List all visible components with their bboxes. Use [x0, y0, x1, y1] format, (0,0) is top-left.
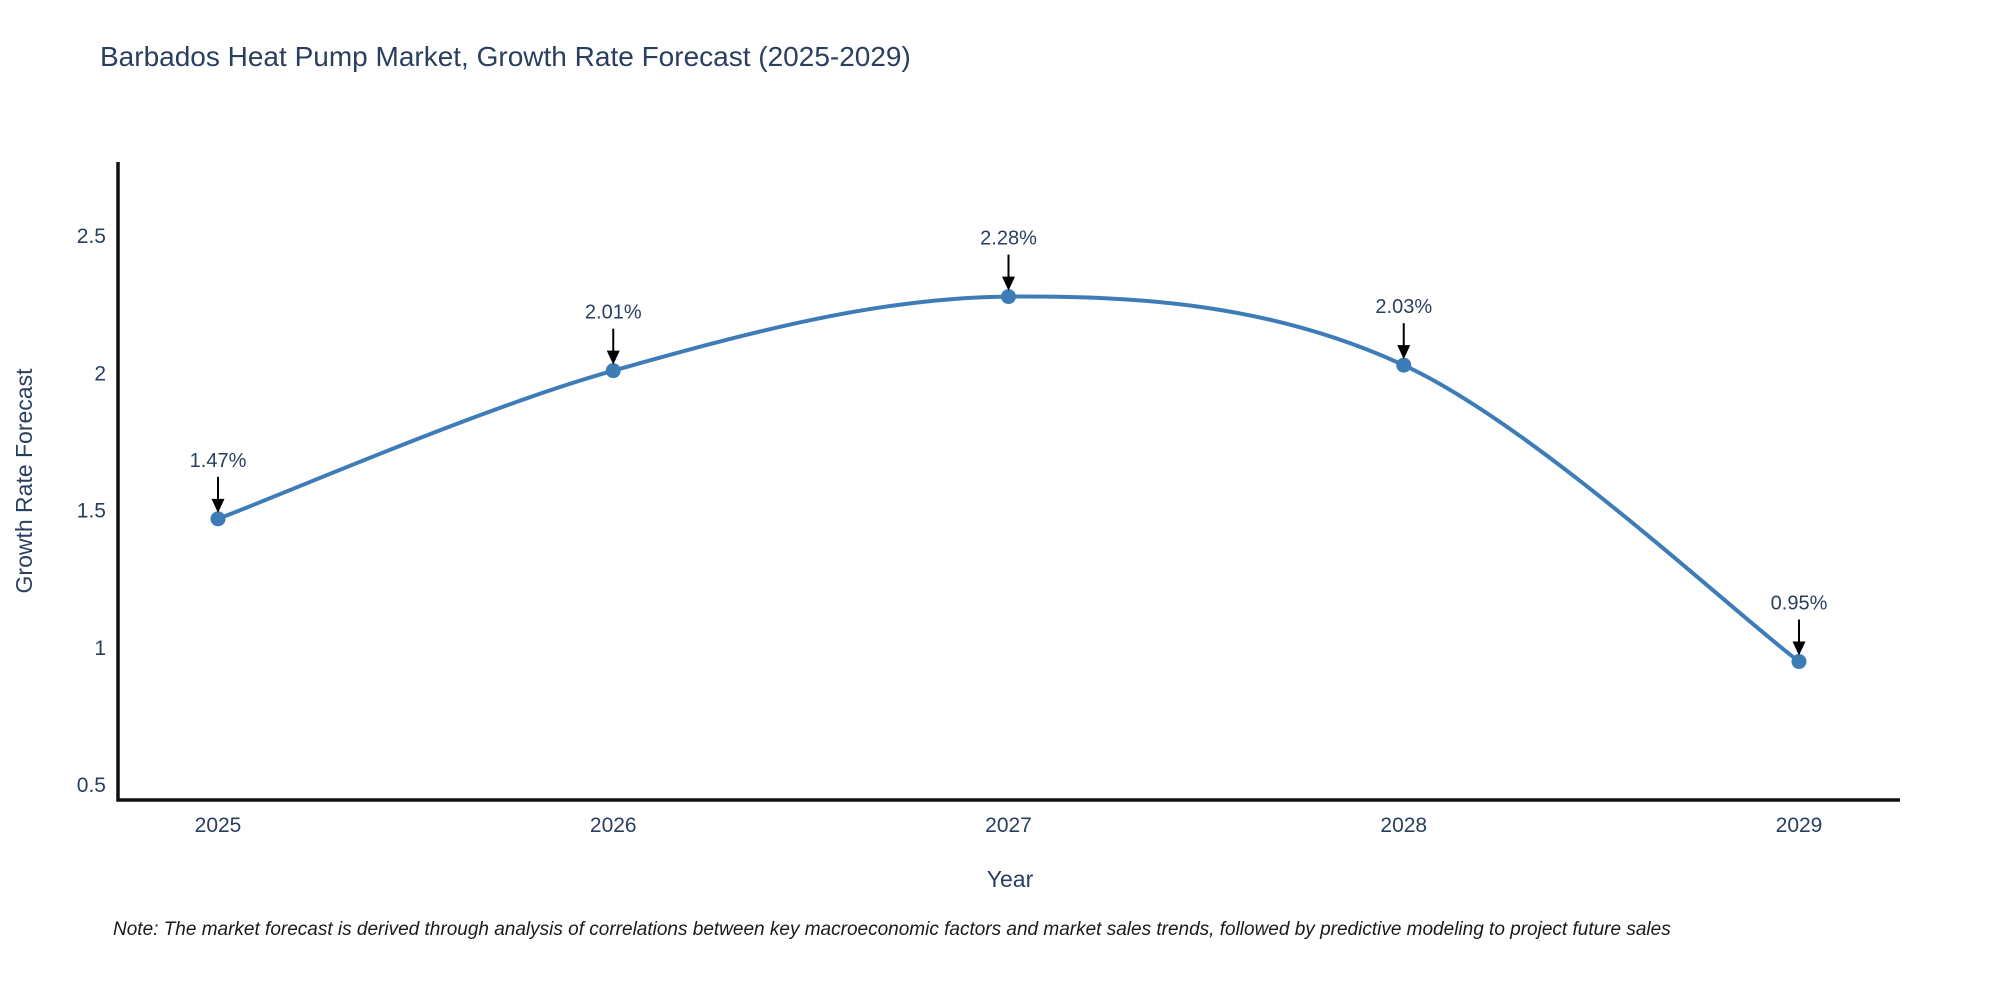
x-tick-label: 2026	[590, 814, 637, 837]
point-label: 1.47%	[190, 450, 247, 472]
x-tick-labels: 2025 2026 2027 2028 2029	[195, 814, 1823, 837]
x-tick-label: 2028	[1380, 814, 1427, 837]
y-tick-label: 0.5	[77, 774, 106, 797]
forecast-line	[217, 294, 1801, 664]
y-tick-label: 2	[94, 362, 106, 385]
y-tick-labels: 0.5 1 1.5 2 2.5	[77, 225, 106, 797]
x-axis-title: Year	[987, 866, 1034, 892]
annotation-arrowhead	[211, 498, 225, 513]
x-tick-label: 2029	[1776, 814, 1823, 837]
data-point	[1001, 289, 1016, 305]
data-point	[1791, 654, 1807, 670]
x-tick-label: 2025	[195, 814, 242, 837]
x-tick-label: 2027	[985, 814, 1032, 837]
point-label: 0.95%	[1771, 593, 1828, 615]
point-label: 2.03%	[1375, 296, 1432, 318]
annotation-arrowhead	[1002, 276, 1015, 291]
data-point	[210, 511, 226, 527]
point-label: 2.01%	[585, 302, 642, 324]
annotation-arrowhead	[1792, 641, 1806, 656]
y-tick-label: 2.5	[77, 225, 106, 248]
y-tick-label: 1.5	[77, 500, 106, 523]
footnote: Note: The market forecast is derived thr…	[113, 919, 1671, 940]
point-label: 2.28%	[980, 228, 1037, 250]
annotation-arrowhead	[606, 350, 620, 365]
y-tick-label: 1	[94, 637, 106, 660]
annotation-arrowhead	[1397, 345, 1411, 360]
y-axis-title: Growth Rate Forecast	[11, 368, 37, 594]
point-annotations: 1.47% 2.01% 2.28% 2.03% 0.95%	[190, 228, 1828, 656]
axes	[116, 162, 1900, 802]
axis-spines	[116, 162, 1900, 802]
data-point	[1396, 357, 1412, 373]
data-point	[605, 363, 621, 379]
line-series	[210, 289, 1807, 670]
chart-title: Barbados Heat Pump Market, Growth Rate F…	[100, 41, 911, 72]
